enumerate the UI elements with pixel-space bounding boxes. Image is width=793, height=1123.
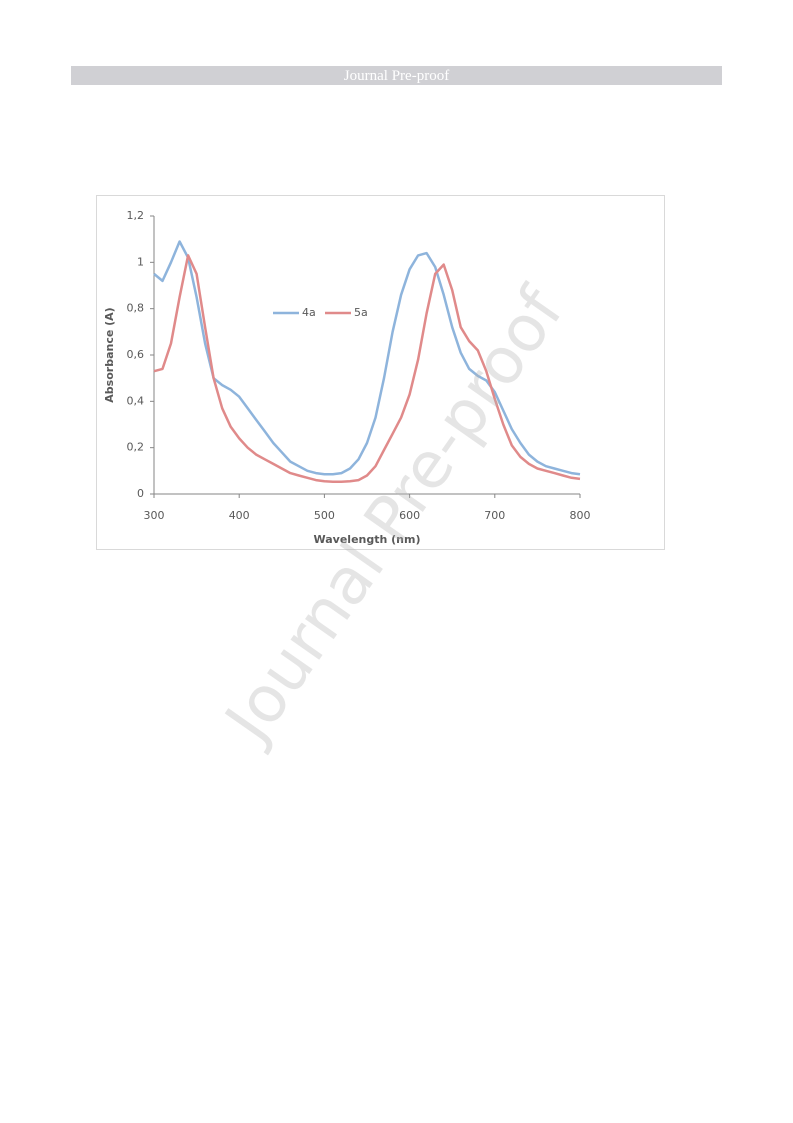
x-tick-label: 700 <box>484 509 505 522</box>
header-title: Journal Pre-proof <box>71 66 722 85</box>
y-tick-label: 1,2 <box>127 209 145 222</box>
x-tick-label: 500 <box>314 509 335 522</box>
legend-label: 5a <box>354 306 368 319</box>
series-line <box>153 240 581 476</box>
y-tick-label: 0,8 <box>127 302 145 315</box>
legend-label: 4a <box>302 306 316 319</box>
x-tick-label: 400 <box>229 509 250 522</box>
y-tick-label: 0,4 <box>127 394 145 407</box>
x-tick-label: 300 <box>144 509 165 522</box>
x-axis-label: Wavelength (nm) <box>314 533 421 546</box>
y-tick-label: 0 <box>137 487 144 500</box>
series-line <box>153 254 581 483</box>
y-axis-label: Absorbance (A) <box>103 307 116 402</box>
y-tick-label: 1 <box>137 255 144 268</box>
y-tick-label: 0,2 <box>127 441 145 454</box>
x-tick-label: 600 <box>399 509 420 522</box>
chart-frame <box>96 195 665 550</box>
x-tick-label: 800 <box>570 509 591 522</box>
y-tick-label: 0,6 <box>127 348 145 361</box>
